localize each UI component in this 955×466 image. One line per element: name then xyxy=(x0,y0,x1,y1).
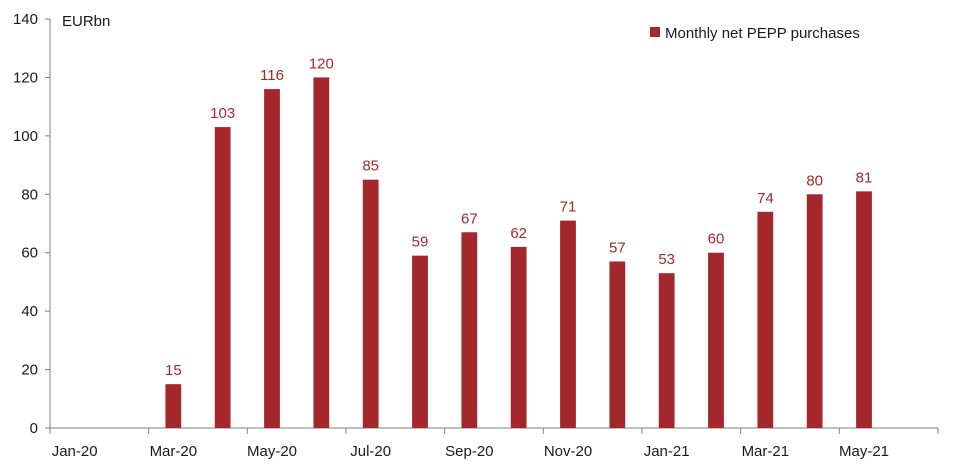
data-label: 15 xyxy=(165,362,182,379)
data-label: 120 xyxy=(309,55,334,72)
y-tick-label: 0 xyxy=(30,420,38,437)
data-label: 81 xyxy=(856,169,873,186)
y-tick-label: 140 xyxy=(13,11,38,28)
y-tick-label: 120 xyxy=(13,69,38,86)
data-label: 62 xyxy=(510,225,527,242)
data-label: 71 xyxy=(560,199,577,216)
legend-label: Monthly net PEPP purchases xyxy=(665,25,860,42)
y-tick-label: 80 xyxy=(21,186,38,203)
bar xyxy=(658,273,675,428)
data-label: 60 xyxy=(708,231,725,248)
y-tick-label: 40 xyxy=(21,303,38,320)
bar xyxy=(510,246,527,428)
bar xyxy=(560,220,576,428)
bar xyxy=(313,77,330,428)
data-label: 74 xyxy=(757,190,774,207)
x-axis: Jan-20 Mar-20 May-20 Jul-20 Sep-20 Nov-20 Jan-… xyxy=(49,427,939,460)
x-tick-label: Jan-21 xyxy=(644,443,690,460)
bar xyxy=(609,261,626,428)
bars xyxy=(165,77,872,428)
bar xyxy=(362,179,379,428)
x-tick-label: Jan-20 xyxy=(52,443,98,460)
data-label: 53 xyxy=(658,251,675,268)
bar xyxy=(708,252,724,428)
bar xyxy=(461,232,478,428)
unit-label: EURbn xyxy=(62,13,110,30)
y-tick-label: 20 xyxy=(21,362,38,379)
x-tick-label: Jul-20 xyxy=(350,443,391,460)
bar xyxy=(214,127,231,428)
bar xyxy=(264,89,280,428)
legend-swatch xyxy=(650,27,660,37)
bar xyxy=(412,255,428,428)
x-tick-label: May-21 xyxy=(839,443,889,460)
y-axis: 0 20 40 60 80 100 120 140 xyxy=(13,11,51,437)
bar xyxy=(806,194,823,428)
data-label: 57 xyxy=(609,239,626,256)
data-label: 116 xyxy=(260,67,284,84)
data-label: 59 xyxy=(412,234,429,251)
bar xyxy=(165,384,182,428)
data-label: 67 xyxy=(461,210,478,227)
legend: Monthly net PEPP purchases xyxy=(650,25,860,42)
x-tick-label: Mar-20 xyxy=(150,443,198,460)
bar xyxy=(856,191,872,428)
data-label: 85 xyxy=(362,158,379,175)
bar xyxy=(757,211,774,428)
x-tick-label: May-20 xyxy=(247,443,297,460)
x-tick-label: Sep-20 xyxy=(445,443,493,460)
y-tick-label: 100 xyxy=(13,128,38,145)
data-labels: 15 103 116 120 85 59 67 62 71 57 53 60 74 80 81 xyxy=(165,55,872,379)
x-tick-label: Nov-20 xyxy=(544,443,592,460)
x-tick-label: Mar-21 xyxy=(742,443,790,460)
data-label: 103 xyxy=(210,105,235,122)
y-tick-label: 60 xyxy=(21,245,38,262)
data-label: 80 xyxy=(806,172,823,189)
